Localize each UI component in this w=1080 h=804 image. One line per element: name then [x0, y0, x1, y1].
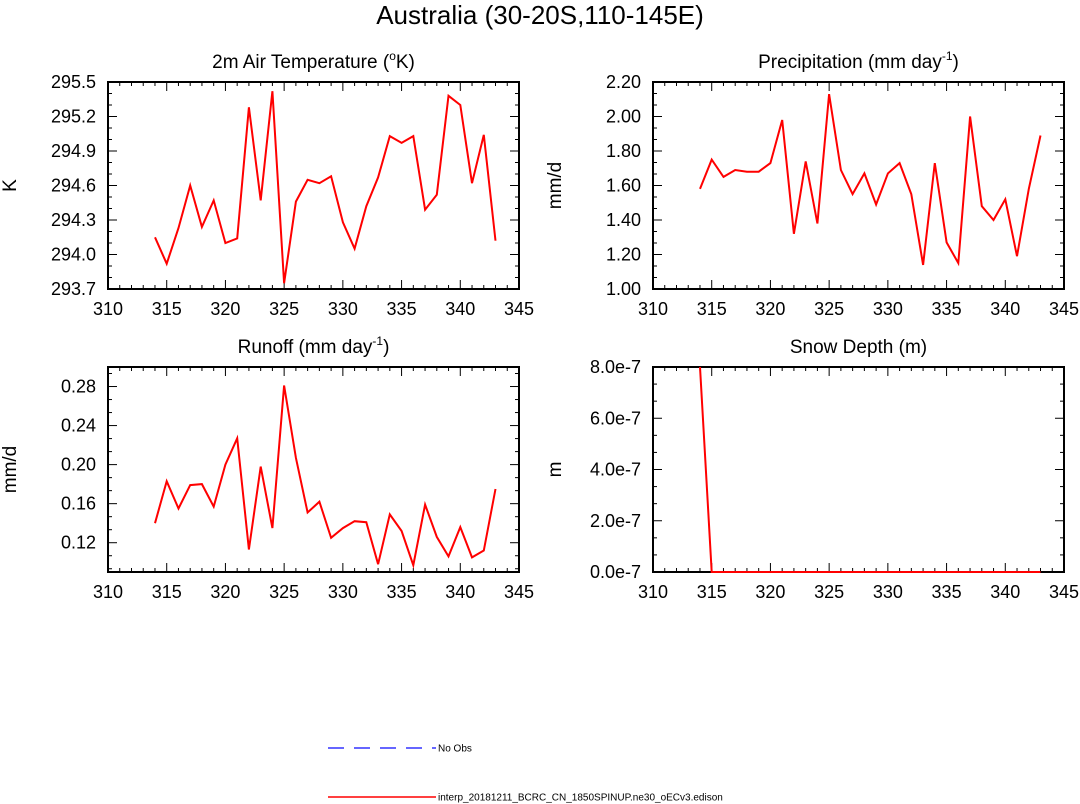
y-tick-label: 2.20	[606, 72, 641, 92]
chart-panel-4: Snow Depth (m) m 310 315 320 325 330 335 340 345 0…	[545, 337, 1079, 602]
x-tick-label: 340	[445, 582, 475, 602]
title-end: )	[953, 52, 959, 73]
y-tick-label: 0.24	[61, 416, 96, 436]
x-tick-label: 340	[445, 299, 475, 319]
x-tick-label: 345	[1049, 299, 1079, 319]
x-tick-label: 315	[152, 299, 182, 319]
series-line	[699, 93, 1042, 267]
x-tick-label: 345	[504, 582, 534, 602]
y-tick-label: 295.2	[51, 107, 96, 127]
x-tick-label: 345	[504, 299, 534, 319]
x-tick-label: 330	[873, 582, 903, 602]
x-tick-label: 325	[814, 299, 844, 319]
y-tick-label: 295.5	[51, 72, 96, 92]
x-tick-label: 325	[269, 582, 299, 602]
y-tick-label: 294.6	[51, 176, 96, 196]
x-tick-label: 330	[873, 299, 903, 319]
y-tick-label: 6.0e-7	[590, 408, 641, 428]
y-tick-label: 0.12	[61, 533, 96, 553]
y-tick-label: 1.40	[606, 210, 641, 230]
y-axis-label: mm/d	[0, 446, 21, 494]
x-tick-label: 340	[990, 582, 1020, 602]
x-tick-label: 320	[210, 299, 240, 319]
legend: No Obs interp_20181211_BCRC_CN_1850SPINUP…	[328, 744, 723, 804]
y-tick-label: 1.60	[606, 176, 641, 196]
plot-frame	[652, 366, 1065, 573]
x-tick-label: 315	[152, 582, 182, 602]
legend-label: interp_20181211_BCRC_CN_1850SPINUP.ne30_…	[438, 793, 723, 804]
chart-title: Runoff (mm day-1)	[238, 334, 390, 358]
y-tick-label: 1.80	[606, 141, 641, 161]
chart-title: Snow Depth (m)	[790, 337, 927, 358]
x-tick-label: 335	[932, 582, 962, 602]
legend-label: No Obs	[438, 744, 472, 755]
chart-title: Precipitation (mm day-1)	[758, 49, 959, 73]
chart-panel-2: Precipitation (mm day-1) mm/d 310 315 320 325…	[545, 49, 1079, 319]
title-superscript: o	[389, 49, 396, 63]
y-tick-label: 1.00	[606, 279, 641, 299]
series-line	[154, 385, 497, 570]
series-line	[154, 91, 497, 284]
x-tick-label: 330	[328, 299, 358, 319]
chart-panel-3: Runoff (mm day-1) mm/d 310 315 320 325 330 335 3…	[0, 334, 534, 602]
x-tick-label: 325	[814, 582, 844, 602]
plot-frame	[107, 366, 520, 573]
x-tick-label: 325	[269, 299, 299, 319]
y-axis-label: K	[0, 179, 21, 192]
title-superscript: -1	[942, 49, 953, 63]
x-tick-label: 310	[638, 582, 668, 602]
x-tick-label: 315	[697, 582, 727, 602]
title-end: K)	[396, 52, 415, 73]
x-tick-label: 335	[932, 299, 962, 319]
figure-title: Australia (30-20S,110-145E)	[376, 0, 704, 30]
x-tick-label: 340	[990, 299, 1020, 319]
y-tick-label: 8.0e-7	[590, 357, 641, 377]
chart-title: 2m Air Temperature (oK)	[212, 49, 415, 73]
y-tick-label: 0.0e-7	[590, 562, 641, 582]
y-tick-label: 4.0e-7	[590, 460, 641, 480]
x-tick-label: 310	[93, 299, 123, 319]
chart-panels: 2m Air Temperature (oK) K 310 315 320 325 330 3…	[0, 49, 1079, 602]
title-superscript: -1	[372, 334, 383, 348]
x-tick-label: 345	[1049, 582, 1079, 602]
x-tick-label: 330	[328, 582, 358, 602]
x-tick-label: 320	[755, 582, 785, 602]
y-tick-label: 0.28	[61, 377, 96, 397]
x-tick-label: 315	[697, 299, 727, 319]
x-tick-label: 310	[93, 582, 123, 602]
y-tick-label: 0.20	[61, 455, 96, 475]
x-tick-label: 335	[387, 299, 417, 319]
title-end: )	[383, 337, 389, 358]
series-line	[699, 366, 1041, 573]
x-tick-label: 310	[638, 299, 668, 319]
y-tick-label: 294.0	[51, 245, 96, 265]
x-tick-label: 335	[387, 582, 417, 602]
y-axis-label: m	[545, 462, 566, 478]
chart-panel-1: 2m Air Temperature (oK) K 310 315 320 325 330 3…	[0, 49, 534, 319]
y-tick-label: 293.7	[51, 279, 96, 299]
y-axis-label: mm/d	[545, 162, 566, 210]
x-tick-label: 320	[755, 299, 785, 319]
y-tick-label: 294.9	[51, 141, 96, 161]
y-tick-label: 2.0e-7	[590, 511, 641, 531]
y-tick-label: 0.16	[61, 494, 96, 514]
y-tick-label: 1.20	[606, 245, 641, 265]
x-tick-label: 320	[210, 582, 240, 602]
y-tick-label: 2.00	[606, 107, 641, 127]
y-tick-label: 294.3	[51, 210, 96, 230]
